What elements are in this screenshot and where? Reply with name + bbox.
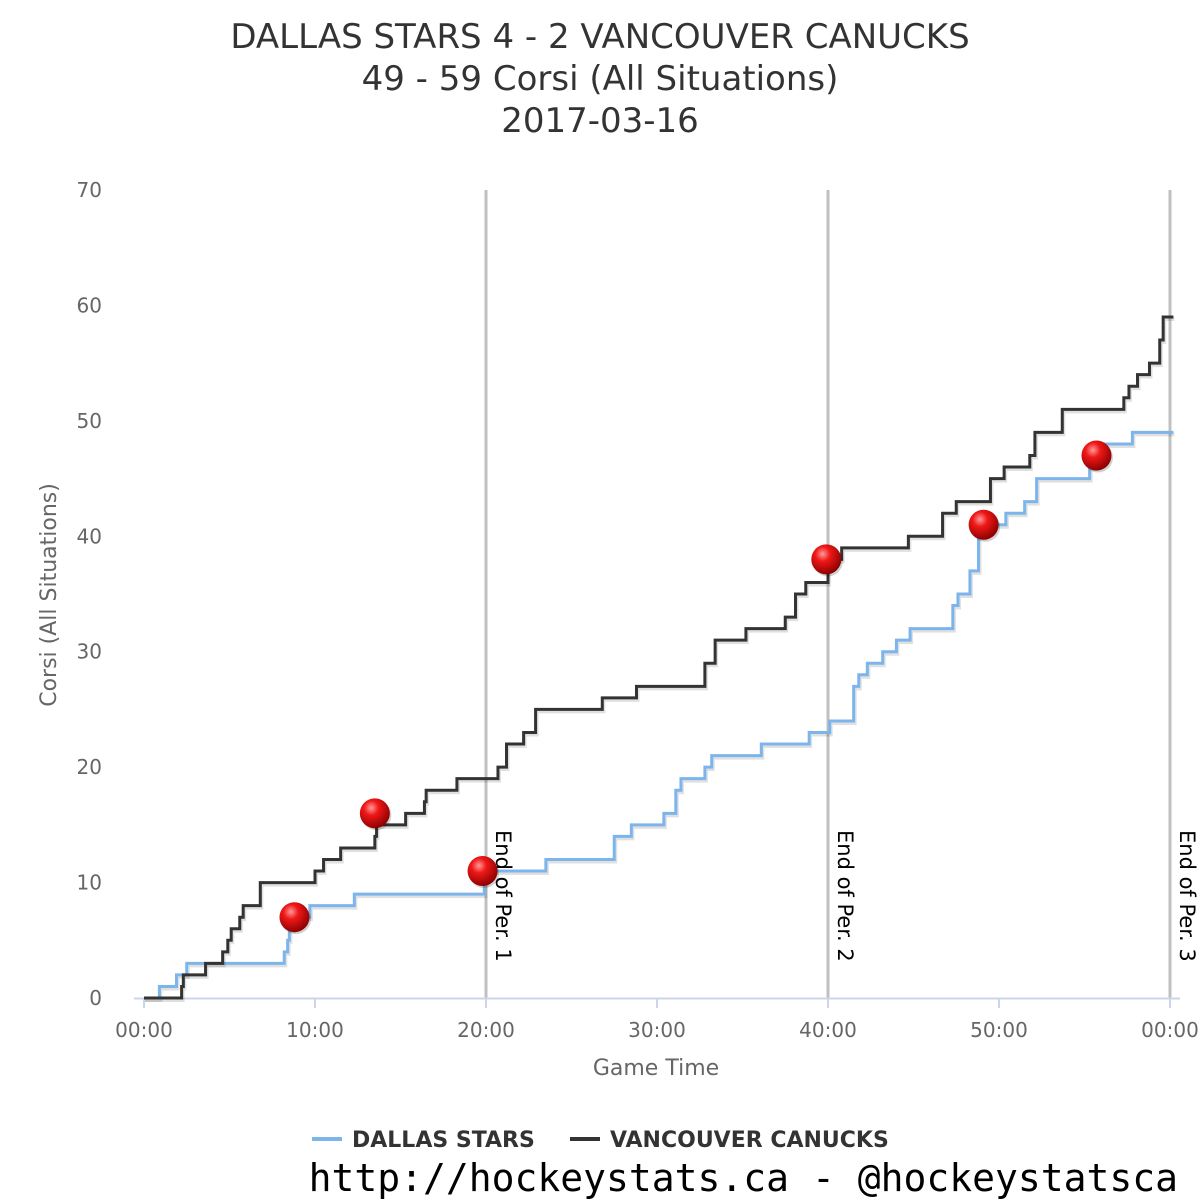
series-line-vancouver [144, 315, 1174, 1000]
credit-text: http://hockeystats.ca - @hockeystatsca [309, 1156, 1178, 1200]
chart-subtitle: 49 - 59 Corsi (All Situations) [362, 59, 839, 99]
legend-label-vancouver: VANCOUVER CANUCKS [610, 1128, 889, 1153]
goal-marker [968, 509, 999, 540]
period-label-3: End of Per. 3 [1175, 830, 1199, 962]
y-tick-label: 50 [77, 409, 102, 433]
series-layer [144, 315, 1175, 1002]
y-tick-label: 70 [77, 178, 102, 202]
x-axis-title: Game Time [593, 1056, 719, 1081]
x-tick-label: 50:00 [970, 1018, 1028, 1042]
x-tick-label: 00:00 [115, 1018, 173, 1042]
legend-item-vancouver[interactable]: VANCOUVER CANUCKS [570, 1128, 889, 1153]
goal-marker [1081, 440, 1112, 471]
x-tick-label: 00:00 [1141, 1018, 1199, 1042]
y-tick-label: 30 [77, 640, 102, 664]
goal-marker [467, 856, 498, 887]
y-tick-label: 60 [77, 293, 102, 317]
series-shadow-vancouver [145, 316, 1175, 1002]
x-tick-label: 10:00 [286, 1018, 344, 1042]
legend-label-dallas: DALLAS STARS [352, 1128, 535, 1153]
y-axis-ticks: 0 10 20 30 40 50 60 70 [77, 178, 102, 1010]
chart-date: 2017-03-16 [501, 101, 699, 141]
goal-marker [359, 798, 390, 829]
legend-item-dallas[interactable]: DALLAS STARS [312, 1128, 535, 1153]
goal-marker [279, 902, 310, 933]
goal-marker [811, 544, 842, 575]
y-tick-label: 10 [77, 871, 102, 895]
period-lines: End of Per. 1 End of Per. 2 End of Per. 3 [484, 190, 1199, 998]
x-tick-label: 20:00 [457, 1018, 515, 1042]
goal-markers [279, 440, 1113, 935]
y-tick-label: 0 [89, 986, 102, 1010]
y-axis-title: Corsi (All Situations) [37, 483, 62, 707]
x-axis: 00:00 10:00 20:00 30:00 40:00 50:00 00:00 [115, 997, 1199, 1042]
x-tick-label: 30:00 [628, 1018, 686, 1042]
chart-title: DALLAS STARS 4 - 2 VANCOUVER CANUCKS [230, 17, 969, 57]
period-label-2: End of Per. 2 [833, 830, 857, 962]
y-tick-label: 40 [77, 524, 102, 548]
legend: DALLAS STARS VANCOUVER CANUCKS [312, 1128, 889, 1153]
y-tick-label: 20 [77, 755, 102, 779]
period-label-1: End of Per. 1 [491, 830, 515, 962]
x-tick-label: 40:00 [799, 1018, 857, 1042]
